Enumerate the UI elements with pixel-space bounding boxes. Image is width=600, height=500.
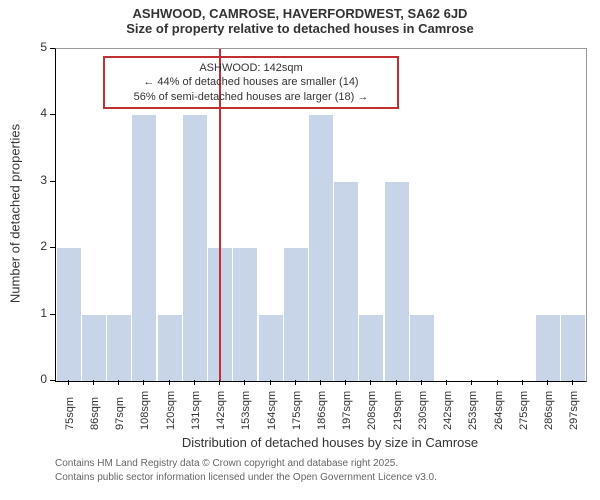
annotation-text: 56% of semi-detached houses are larger (… [111,90,391,104]
x-tick-mark [68,380,69,385]
footer-copyright: Contains HM Land Registry data © Crown c… [55,458,398,469]
histogram-bar [259,315,283,381]
x-tick-mark [370,380,371,385]
x-tick-mark [572,380,573,385]
x-tick-label: 286sqm [543,391,555,430]
title-block: ASHWOOD, CAMROSE, HAVERFORDWEST, SA62 6J… [0,0,600,36]
annotation-text: ASHWOOD: 142sqm [111,61,391,75]
x-tick-label: 253sqm [467,391,479,430]
y-tick-label: 3 [33,173,47,187]
x-tick-mark [118,380,119,385]
x-tick-mark [219,380,220,385]
footer-license: Contains public sector information licen… [55,472,437,483]
x-tick-mark [345,380,346,385]
histogram-bar [385,182,409,381]
x-tick-mark [244,380,245,385]
x-tick-label: 219sqm [392,391,404,430]
y-tick-label: 0 [33,372,47,386]
x-tick-label: 197sqm [341,391,353,430]
histogram-bar [410,315,434,381]
histogram-bar [334,182,358,381]
x-tick-label: 297sqm [568,391,580,430]
histogram-bar [82,315,106,381]
y-tick-mark [50,314,55,315]
x-tick-label: 120sqm [165,391,177,430]
x-axis-label: Distribution of detached houses by size … [160,435,500,450]
x-tick-label: 230sqm [417,391,429,430]
histogram-bar [107,315,131,381]
y-tick-mark [50,114,55,115]
x-tick-label: 208sqm [366,391,378,430]
chart-container: ASHWOOD, CAMROSE, HAVERFORDWEST, SA62 6J… [0,0,600,500]
x-tick-label: 142sqm [215,391,227,430]
x-tick-mark [396,380,397,385]
x-tick-label: 97sqm [114,397,126,430]
x-tick-mark [522,380,523,385]
x-tick-label: 75sqm [64,397,76,430]
annotation-text: ← 44% of detached houses are smaller (14… [111,75,391,89]
histogram-bar [536,315,560,381]
x-tick-label: 131sqm [190,391,202,430]
x-tick-mark [320,380,321,385]
y-tick-label: 2 [33,239,47,253]
x-tick-mark [93,380,94,385]
x-tick-label: 242sqm [442,391,454,430]
histogram-bar [233,248,257,381]
x-tick-label: 164sqm [266,391,278,430]
histogram-bar [183,115,207,381]
annotation-box: ASHWOOD: 142sqm← 44% of detached houses … [103,56,399,109]
y-tick-label: 1 [33,306,47,320]
histogram-bar [57,248,81,381]
x-tick-label: 275sqm [518,391,530,430]
x-tick-label: 108sqm [139,391,151,430]
x-tick-label: 186sqm [316,391,328,430]
x-tick-label: 86sqm [89,397,101,430]
y-tick-mark [50,247,55,248]
y-tick-mark [50,380,55,381]
x-tick-mark [194,380,195,385]
chart-title-desc: Size of property relative to detached ho… [0,21,600,36]
x-tick-label: 153sqm [240,391,252,430]
histogram-bar [158,315,182,381]
y-axis-label: Number of detached properties [8,124,23,304]
y-tick-mark [50,181,55,182]
y-tick-label: 4 [33,106,47,120]
histogram-bar [284,248,308,381]
histogram-bar [561,315,585,381]
x-tick-mark [471,380,472,385]
y-tick-mark [50,48,55,49]
x-tick-mark [421,380,422,385]
x-tick-mark [547,380,548,385]
x-tick-label: 264sqm [493,391,505,430]
histogram-bar [309,115,333,381]
x-tick-mark [446,380,447,385]
x-tick-mark [497,380,498,385]
x-tick-mark [295,380,296,385]
x-tick-mark [270,380,271,385]
histogram-bar [359,315,383,381]
y-tick-label: 5 [33,40,47,54]
chart-title-address: ASHWOOD, CAMROSE, HAVERFORDWEST, SA62 6J… [0,6,600,21]
x-tick-mark [169,380,170,385]
x-tick-mark [143,380,144,385]
x-tick-label: 175sqm [291,391,303,430]
histogram-bar [132,115,156,381]
